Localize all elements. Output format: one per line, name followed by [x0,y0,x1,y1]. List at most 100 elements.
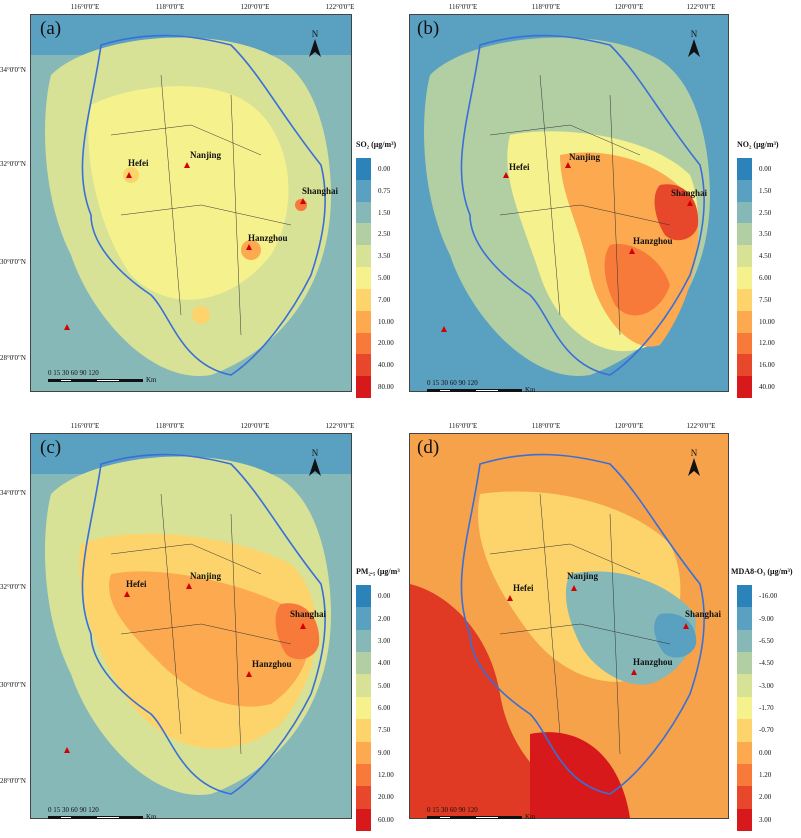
north-arrow: N [687,449,701,481]
scale-unit: Km [146,813,157,821]
lon-tick: 120°0'0"E [240,422,270,430]
scale-unit: Km [146,376,157,384]
legend-swatch [356,786,371,809]
map-frame-d [409,433,729,819]
legend-tick-label: -4.50 [759,659,774,668]
city-label-hefei: Hefei [509,162,530,172]
legend-swatch [356,354,371,377]
scale-numbers: 0 15 30 60 90 120 [427,379,478,387]
legend-tick-label: 4.00 [378,659,391,668]
legend-tick-label: 7.50 [759,295,772,304]
legend-tick-label: 1.50 [378,208,391,217]
legend-swatch [737,245,752,268]
city-marker [300,198,306,204]
legend-tick-label: 16.00 [759,361,775,370]
legend-swatch [737,332,752,355]
city-marker [683,623,689,629]
legend-tick-label: -6.50 [759,636,774,645]
legend-swatch [737,267,752,289]
legend-tick-label: 2.50 [378,230,391,239]
county-lines [489,74,671,336]
city-label-hangzhou: Hanzghou [633,236,673,246]
scale-numbers: 0 15 30 60 90 120 [427,806,478,814]
lon-tick: 120°0'0"E [240,3,270,11]
legend-swatch [356,674,371,697]
legend-swatch [737,808,752,831]
land-high [88,86,289,300]
lon-tick: 116°0'0"E [70,422,100,430]
lat-tick: 30°0'0"N [0,258,26,266]
legend-swatch [356,179,371,202]
scale-unit: Km [525,813,536,821]
lat-tick: 32°0'0"N [0,160,26,168]
lon-tick: 118°0'0"E [155,422,185,430]
legend-swatch [356,763,371,787]
city-marker [300,623,306,629]
city-label-shanghai: Shanghai [290,609,327,619]
lon-tick: 118°0'0"E [531,422,561,430]
legend-swatch [356,332,371,355]
city-marker [565,162,571,168]
legend-swatch [737,223,752,246]
lon-tick: 122°0'0"E [325,422,355,430]
lon-tick: 120°0'0"E [614,3,644,11]
north-label: N [690,448,698,458]
panel-label: (d) [417,437,440,458]
lon-tick: 118°0'0"E [531,3,561,11]
legend-swatch [356,719,371,742]
legend-tick-label: 3.50 [759,230,772,239]
legend-swatch [356,585,371,608]
county-lines [110,74,292,336]
legend-swatch [737,376,752,398]
city-label-hefei: Hefei [513,583,534,593]
hotspot-shanghai [275,603,320,660]
legend-tick-label: 40.00 [759,383,775,392]
legend-tick-label: 5.00 [378,274,391,282]
lat-tick: 32°0'0"N [0,583,26,591]
city-marker [124,591,130,597]
north-arrow-icon [688,39,700,57]
legend-swatch [356,245,371,268]
legend-tick-label: -16.00 [759,592,778,601]
panel-label: (c) [40,437,62,458]
legend-color-bar [737,158,752,398]
legend-color-bar [356,158,371,398]
north-label: N [690,29,698,39]
legend-swatch [737,763,752,787]
legend-tick-label: 40.00 [378,361,394,370]
lon-tick: 122°0'0"E [686,3,716,11]
north-arrow-icon [309,458,321,476]
map-b [410,15,728,391]
legend-tick-label: 2.00 [378,614,391,623]
panel-label: (b) [417,18,440,39]
city-label-nanjing: Nanjing [567,571,599,581]
legend-tick-label: 6.00 [378,704,391,712]
city-label-hangzhou: Hanzghou [633,657,673,667]
panel-label: (a) [40,18,62,39]
hotspot [530,732,630,818]
legend-swatch [356,201,371,224]
legend-tick-label: 12.00 [759,339,775,348]
legend-tick-label: 5.00 [378,681,391,690]
city-label-hangzhou: Hanzghou [248,233,288,243]
map-d [410,434,728,818]
legend-tick-label: -1.70 [759,704,774,712]
legend-swatch [356,223,371,246]
city-marker [631,669,637,675]
scale-numbers: 0 15 30 60 90 120 [48,369,99,377]
scale-numbers: 0 15 30 60 90 120 [48,806,99,814]
scale-ruler [48,379,143,382]
map-frame-c [30,433,352,819]
legend-swatch [737,741,752,764]
lat-tick: 30°0'0"N [0,681,26,689]
legend-swatch [737,719,752,742]
north-arrow: N [308,449,322,481]
scale-unit: Km [525,386,536,394]
lon-tick: 122°0'0"E [686,422,716,430]
legend-tick-label: 0.00 [378,164,391,173]
legend-swatch [737,696,752,720]
map-a [31,15,351,391]
city-label-shanghai: Shanghai [302,186,339,196]
map-c [31,434,351,818]
city-marker [629,248,635,254]
